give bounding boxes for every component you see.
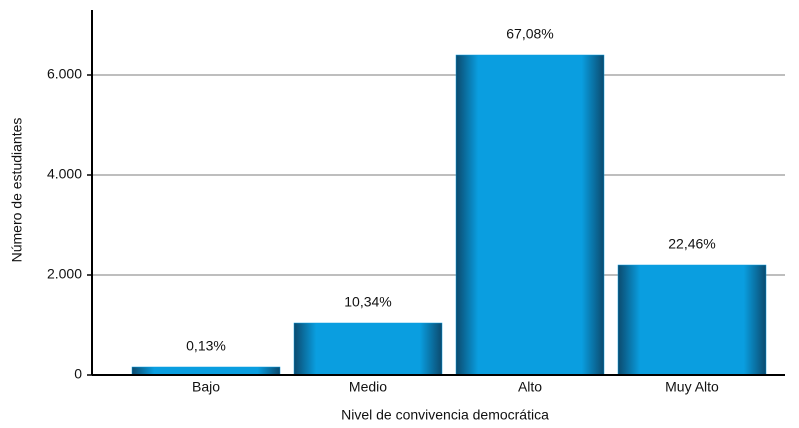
data-label: 22,46% (668, 236, 715, 252)
y-tick-label: 4.000 (47, 166, 82, 182)
bar (617, 264, 767, 376)
bar (455, 54, 605, 376)
bar (293, 322, 443, 376)
y-tick-label: 6.000 (47, 66, 82, 82)
y-axis-label: Número de estudiantes (9, 118, 25, 263)
data-label: 0,13% (186, 338, 226, 354)
x-tick-label: Bajo (192, 379, 220, 395)
bar (131, 366, 281, 376)
x-tick-label: Medio (349, 379, 387, 395)
y-tick-label: 0 (74, 366, 82, 382)
x-tick-label: Alto (518, 379, 542, 395)
data-label: 67,08% (506, 26, 553, 42)
x-tick-label: Muy Alto (665, 379, 719, 395)
data-label: 10,34% (344, 294, 391, 310)
x-axis-label: Nivel de convivencia democrática (341, 407, 549, 423)
y-tick-label: 2.000 (47, 266, 82, 282)
